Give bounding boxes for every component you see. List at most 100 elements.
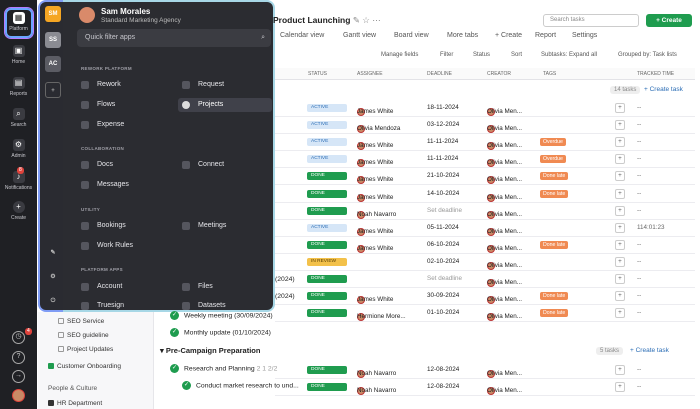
table-row[interactable]: DONE James White 21-10-2024 Olivia Men... Do… xyxy=(275,168,695,186)
status-badge[interactable]: DONE xyxy=(307,309,347,318)
app-truesign[interactable]: Truesign xyxy=(77,299,175,313)
app-account[interactable]: Account xyxy=(77,280,175,294)
add-icon[interactable]: + xyxy=(615,205,625,216)
table-row[interactable]: DONE Hermione More... 01-10-2024 Olivia Men… xyxy=(275,305,695,323)
app-datasets[interactable]: Datasets xyxy=(178,299,272,313)
exit-icon[interactable]: → xyxy=(12,370,25,383)
status-badge[interactable]: DONE xyxy=(307,383,347,391)
add-icon[interactable]: + xyxy=(615,256,625,267)
status-badge[interactable]: DONE xyxy=(307,275,347,283)
tab-report[interactable]: Report xyxy=(535,32,557,39)
list-item[interactable]: ✓ Research and Planning 2 1 2/2 xyxy=(170,364,278,373)
tab-create[interactable]: + Create xyxy=(495,32,523,39)
sidebar-item-hr-department[interactable]: HR Department xyxy=(48,400,102,407)
status-badge[interactable]: DONE xyxy=(307,292,347,301)
app-flows[interactable]: Flows xyxy=(77,98,175,112)
workspace-ss[interactable]: SS xyxy=(45,32,61,48)
table-row[interactable]: ACTIVE James White 11-11-2024 Olivia Men...… xyxy=(275,134,695,152)
add-icon[interactable]: + xyxy=(615,382,625,392)
deadline[interactable]: 05-11-2024 xyxy=(427,223,459,231)
table-row[interactable]: ACTIVE James White 18-11-2024 Olivia Men...… xyxy=(275,100,695,117)
list-item[interactable]: ✓ Monthly update (01/10/2024) xyxy=(170,328,271,337)
filter-button[interactable]: Filter xyxy=(440,52,454,58)
power-icon[interactable]: ⏻ xyxy=(50,298,56,304)
deadline[interactable]: 14-10-2024 xyxy=(427,189,460,197)
search-tasks-input[interactable]: Search tasks xyxy=(543,14,639,27)
table-row[interactable]: IN REVIEW 02-10-2024 Olivia Men... + -- xyxy=(275,254,695,271)
list-item[interactable]: (2024) xyxy=(275,276,295,283)
deadline[interactable]: 01-10-2024 xyxy=(427,309,460,317)
add-icon[interactable]: + xyxy=(615,103,625,113)
table-row[interactable]: ACTIVE James White 11-11-2024 Olivia Men...… xyxy=(275,151,695,169)
add-icon[interactable]: + xyxy=(615,171,625,182)
status-badge[interactable]: ACTIVE xyxy=(307,104,347,112)
list-item[interactable]: ✓ Conduct market research to und... xyxy=(182,381,299,390)
help-icon[interactable]: ? xyxy=(12,351,25,364)
deadline[interactable]: 21-10-2024 xyxy=(427,172,460,180)
add-icon[interactable]: + xyxy=(615,137,625,148)
status-button[interactable]: Status xyxy=(473,52,491,58)
table-row[interactable]: DONE James White 14-10-2024 Olivia Men... Do… xyxy=(275,186,695,203)
rail-admin[interactable]: ⚙ Admin xyxy=(11,139,26,159)
add-icon[interactable]: + xyxy=(615,291,625,302)
status-badge[interactable]: DONE xyxy=(307,240,347,249)
create-task-link[interactable]: + Create task xyxy=(644,86,683,93)
add-icon[interactable]: + xyxy=(615,154,625,165)
app-work-rules[interactable]: Work Rules xyxy=(77,239,175,253)
status-badge[interactable]: IN REVIEW xyxy=(307,257,347,266)
tab-more-tabs[interactable]: More tabs xyxy=(447,32,479,39)
deadline[interactable]: 06-10-2024 xyxy=(427,240,460,248)
add-icon[interactable]: + xyxy=(615,222,625,233)
app-docs[interactable]: Docs xyxy=(77,158,175,172)
sidebar-group-people-culture[interactable]: People & Culture xyxy=(48,385,98,392)
gear-icon[interactable]: ⚙ xyxy=(50,274,56,280)
app-projects[interactable]: Projects xyxy=(178,98,272,112)
table-row[interactable]: DONE Noah Navarro 12-08-2024 Olivia Men... +… xyxy=(275,379,695,396)
group-create-task-link[interactable]: + Create task xyxy=(630,347,669,354)
status-badge[interactable]: ACTIVE xyxy=(307,223,347,232)
rail-reports[interactable]: ▤ Reports xyxy=(9,77,28,97)
status-badge[interactable]: ACTIVE xyxy=(307,121,347,130)
status-badge[interactable]: DONE xyxy=(307,172,347,181)
deadline[interactable]: 12-08-2024 xyxy=(427,366,460,373)
add-icon[interactable]: + xyxy=(615,120,625,131)
tab-settings[interactable]: Settings xyxy=(572,32,598,39)
pencil-icon[interactable]: ✎ xyxy=(50,250,56,256)
table-row[interactable]: ACTIVE Olivia Mendoza 03-12-2024 Olivia Men… xyxy=(275,117,695,135)
status-badge[interactable]: DONE xyxy=(307,189,347,198)
rail-notifications[interactable]: ♪ Notifications xyxy=(4,171,33,191)
deadline[interactable]: Set deadline xyxy=(427,275,463,282)
subtasks-dropdown[interactable]: Subtasks: Expand all xyxy=(541,52,598,58)
app-connect[interactable]: Connect xyxy=(178,158,272,172)
quick-filter-input[interactable]: Quick filter apps ⌕ xyxy=(77,29,271,47)
app-meetings[interactable]: Meetings xyxy=(178,219,272,233)
table-row[interactable]: DONE James White 30-09-2024 Olivia Men... Do… xyxy=(275,288,695,306)
app-messages[interactable]: Messages xyxy=(77,178,175,192)
rail-home[interactable]: ▣ Home xyxy=(11,45,26,65)
tab-calendar-view[interactable]: Calendar view xyxy=(280,32,325,39)
clock-icon[interactable]: ◷ xyxy=(12,331,25,344)
deadline[interactable]: 11-11-2024 xyxy=(427,155,459,163)
add-workspace-icon[interactable]: + xyxy=(45,82,61,98)
add-icon[interactable]: + xyxy=(615,365,625,375)
deadline[interactable]: 03-12-2024 xyxy=(427,121,460,129)
app-files[interactable]: Files xyxy=(178,280,272,294)
tab-board-view[interactable]: Board view xyxy=(394,32,429,39)
sidebar-item-seo-service[interactable]: SEO Service xyxy=(58,318,104,325)
workspace-sm[interactable]: SM xyxy=(45,6,61,22)
app-expense[interactable]: Expense xyxy=(77,118,175,132)
deadline[interactable]: 30-09-2024 xyxy=(427,292,460,300)
deadline[interactable]: 11-11-2024 xyxy=(427,138,459,146)
add-icon[interactable]: + xyxy=(615,308,625,319)
sort-button[interactable]: Sort xyxy=(511,52,523,58)
deadline[interactable]: Set deadline xyxy=(427,206,463,214)
workspace-ac[interactable]: AC xyxy=(45,56,61,72)
table-row[interactable]: DONE Noah Navarro 12-08-2024 Olivia Men... +… xyxy=(275,362,695,379)
sidebar-item-project-updates[interactable]: Project Updates xyxy=(58,346,113,353)
status-badge[interactable]: ACTIVE xyxy=(307,138,347,147)
add-icon[interactable]: + xyxy=(615,239,625,250)
add-icon[interactable]: + xyxy=(615,188,625,199)
deadline[interactable]: 18-11-2024 xyxy=(427,104,459,111)
deadline[interactable]: 12-08-2024 xyxy=(427,383,460,390)
manage-fields-button[interactable]: Manage fields xyxy=(381,52,419,58)
